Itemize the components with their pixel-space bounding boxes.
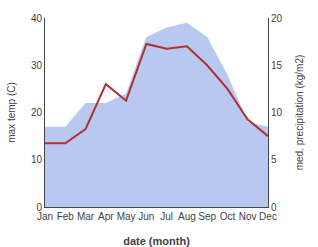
svg-text:10: 10	[271, 107, 283, 118]
svg-text:0: 0	[36, 202, 42, 213]
svg-text:20: 20	[31, 107, 43, 118]
svg-text:max temp (C): max temp (C)	[6, 82, 17, 143]
svg-text:Nov: Nov	[239, 211, 257, 222]
svg-text:May: May	[117, 211, 136, 222]
svg-text:20: 20	[271, 13, 283, 24]
svg-text:15: 15	[271, 60, 283, 71]
svg-text:Aug: Aug	[178, 211, 196, 222]
svg-text:Oct: Oct	[220, 211, 236, 222]
svg-text:Dec: Dec	[259, 211, 277, 222]
svg-text:Apr: Apr	[98, 211, 114, 222]
svg-text:Feb: Feb	[57, 211, 75, 222]
svg-text:10: 10	[31, 154, 43, 165]
svg-text:Jan: Jan	[37, 211, 53, 222]
svg-text:date (month): date (month)	[123, 235, 190, 247]
svg-text:Jul: Jul	[160, 211, 173, 222]
svg-text:med. precipitation (kg/m2): med. precipitation (kg/m2)	[294, 55, 305, 171]
svg-text:5: 5	[271, 154, 277, 165]
svg-text:Sep: Sep	[198, 211, 216, 222]
svg-text:30: 30	[31, 60, 43, 71]
svg-text:Mar: Mar	[77, 211, 95, 222]
svg-text:Jun: Jun	[138, 211, 154, 222]
svg-text:40: 40	[31, 13, 43, 24]
svg-text:0: 0	[271, 202, 277, 213]
